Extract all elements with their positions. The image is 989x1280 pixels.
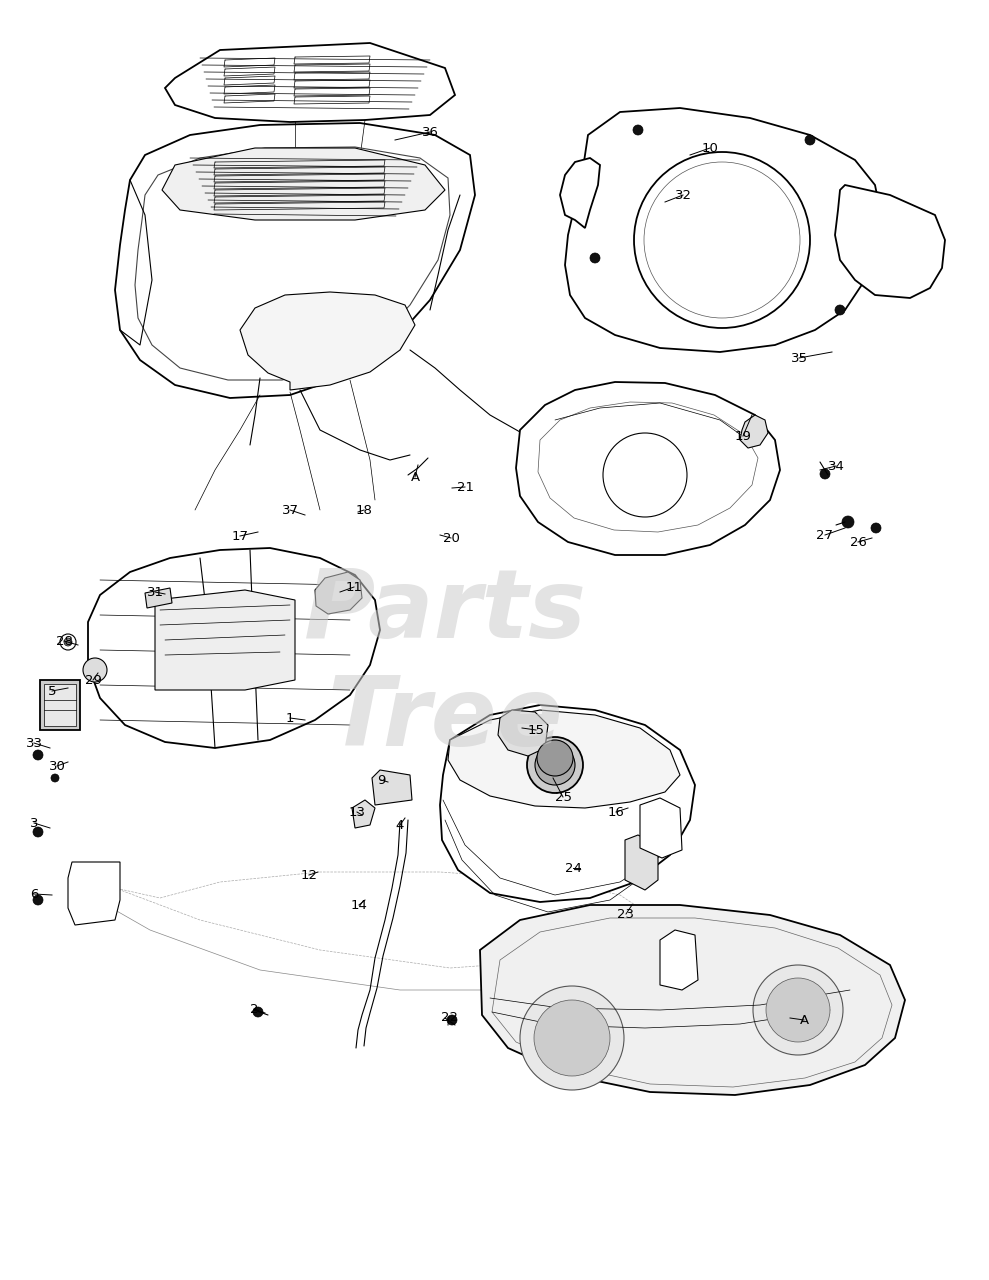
Circle shape <box>535 745 575 785</box>
Text: 27: 27 <box>817 529 834 541</box>
Text: A: A <box>410 471 419 484</box>
Polygon shape <box>315 572 362 614</box>
Polygon shape <box>44 684 76 726</box>
Text: 1: 1 <box>286 712 295 724</box>
Circle shape <box>83 658 107 682</box>
Circle shape <box>835 305 845 315</box>
Polygon shape <box>162 148 445 220</box>
Text: 4: 4 <box>396 818 405 832</box>
Circle shape <box>64 637 72 646</box>
Circle shape <box>527 737 583 794</box>
Polygon shape <box>155 590 295 690</box>
Circle shape <box>447 1015 457 1025</box>
Text: 5: 5 <box>47 685 56 698</box>
Text: 11: 11 <box>345 581 363 594</box>
Polygon shape <box>640 797 682 858</box>
Polygon shape <box>516 381 780 556</box>
Text: 6: 6 <box>30 887 39 901</box>
Text: 29: 29 <box>85 673 102 686</box>
Polygon shape <box>565 108 880 352</box>
Polygon shape <box>440 705 695 902</box>
Polygon shape <box>480 905 905 1094</box>
Circle shape <box>871 524 881 532</box>
Text: 18: 18 <box>356 503 373 517</box>
Text: Parts
Tree: Parts Tree <box>304 566 586 765</box>
Polygon shape <box>165 44 455 122</box>
Circle shape <box>603 433 687 517</box>
Text: 19: 19 <box>735 430 752 443</box>
Text: 28: 28 <box>55 635 72 648</box>
Text: 23: 23 <box>617 908 635 920</box>
Text: 17: 17 <box>231 530 248 543</box>
Circle shape <box>634 152 810 328</box>
Text: 30: 30 <box>48 759 65 773</box>
Text: 36: 36 <box>421 125 438 138</box>
Polygon shape <box>660 931 698 989</box>
Text: 33: 33 <box>26 736 43 750</box>
Text: 2: 2 <box>250 1002 258 1015</box>
Text: 14: 14 <box>350 899 368 911</box>
Text: 35: 35 <box>790 352 807 365</box>
Text: 32: 32 <box>674 188 691 201</box>
Text: 37: 37 <box>282 503 299 517</box>
Polygon shape <box>560 157 600 228</box>
Circle shape <box>537 740 573 776</box>
Polygon shape <box>835 186 945 298</box>
Polygon shape <box>625 835 658 890</box>
Text: 15: 15 <box>527 723 545 736</box>
Circle shape <box>33 895 43 905</box>
Circle shape <box>842 516 854 529</box>
Circle shape <box>51 774 59 782</box>
Circle shape <box>33 750 43 760</box>
Polygon shape <box>240 292 415 390</box>
Text: 25: 25 <box>555 791 572 804</box>
Text: 34: 34 <box>828 460 845 472</box>
Circle shape <box>534 1000 610 1076</box>
Text: A: A <box>799 1014 809 1027</box>
Circle shape <box>820 468 830 479</box>
Text: 13: 13 <box>348 805 366 818</box>
Circle shape <box>805 134 815 145</box>
Polygon shape <box>68 861 120 925</box>
Circle shape <box>633 125 643 134</box>
Text: 16: 16 <box>607 805 624 818</box>
Circle shape <box>253 1007 263 1018</box>
Polygon shape <box>448 710 680 808</box>
Polygon shape <box>740 415 768 448</box>
Text: 12: 12 <box>301 869 317 882</box>
Text: 10: 10 <box>701 142 718 155</box>
Text: 26: 26 <box>850 535 866 549</box>
Text: 3: 3 <box>30 817 39 829</box>
Text: 22: 22 <box>440 1010 458 1024</box>
Circle shape <box>520 986 624 1091</box>
Text: 31: 31 <box>146 585 163 599</box>
Polygon shape <box>88 548 380 748</box>
Circle shape <box>766 978 830 1042</box>
Polygon shape <box>40 680 80 730</box>
Circle shape <box>33 827 43 837</box>
Circle shape <box>753 965 843 1055</box>
Text: 9: 9 <box>377 773 385 786</box>
Polygon shape <box>115 123 475 398</box>
Polygon shape <box>372 771 412 805</box>
Text: 24: 24 <box>565 861 582 874</box>
Polygon shape <box>352 800 375 828</box>
Circle shape <box>60 634 76 650</box>
Text: 20: 20 <box>442 531 460 544</box>
Text: 21: 21 <box>457 480 474 494</box>
Circle shape <box>590 253 600 262</box>
Polygon shape <box>145 588 172 608</box>
Polygon shape <box>498 710 548 756</box>
